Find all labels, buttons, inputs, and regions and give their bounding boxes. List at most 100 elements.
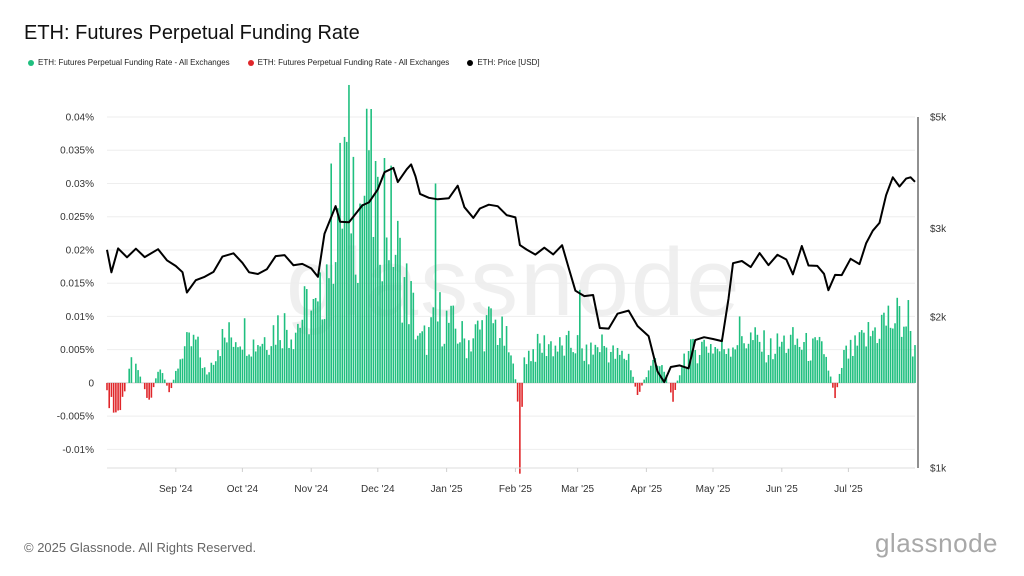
funding-bar-positive: [769, 338, 772, 383]
funding-bar-positive: [135, 363, 137, 383]
funding-bar-positive: [725, 353, 728, 383]
funding-bar-positive: [554, 345, 557, 383]
funding-bar-positive: [474, 324, 477, 383]
funding-bar-positive: [436, 321, 439, 383]
funding-bar-positive: [714, 347, 717, 383]
funding-bar-positive: [181, 358, 184, 383]
funding-bar-positive: [299, 327, 301, 383]
funding-bar-positive: [749, 332, 752, 383]
funding-bar-negative: [674, 382, 677, 390]
glassnode-logo: glassnode: [874, 528, 998, 558]
funding-bar-positive: [305, 289, 308, 383]
funding-bar-positive: [556, 351, 559, 383]
funding-bar-positive: [512, 363, 515, 383]
legend-item-price[interactable]: ETH: Price [USD]: [467, 58, 540, 67]
funding-bar-positive: [747, 343, 750, 383]
funding-bar-positive: [217, 350, 219, 383]
funding-bar-negative: [672, 382, 674, 402]
funding-bar-positive: [210, 362, 213, 383]
funding-bar-positive: [534, 361, 537, 383]
y-right-tick-label: $2k: [930, 312, 947, 323]
funding-bar-positive: [900, 336, 903, 383]
funding-bar-negative: [519, 382, 521, 474]
funding-bar-positive: [827, 370, 830, 383]
funding-bar-positive: [838, 373, 841, 383]
funding-bar-positive: [530, 361, 532, 383]
x-tick-label: Sep '24: [159, 484, 193, 495]
funding-bar-positive: [352, 156, 355, 383]
funding-bar-positive: [789, 334, 792, 383]
funding-bar-positive: [172, 379, 175, 383]
funding-bar-positive: [441, 346, 443, 383]
legend-label: ETH: Futures Perpetual Funding Rate - Al…: [257, 58, 450, 67]
legend-item-funding-negative[interactable]: ETH: Futures Perpetual Funding Rate - Al…: [247, 58, 450, 67]
funding-bar-positive: [175, 370, 177, 383]
funding-bar-positive: [230, 337, 233, 383]
funding-bar-positive: [796, 338, 799, 383]
funding-bar-positive: [783, 335, 785, 383]
y-left-tick-label: 0.02%: [66, 245, 94, 256]
funding-bar-positive: [279, 340, 281, 383]
funding-bar-positive: [137, 370, 139, 383]
chart-axes: 0.04% 0.035% 0.03% 0.025% 0.02% 0.015% 0.01% 0.…: [57, 113, 947, 496]
legend-item-funding-positive[interactable]: ETH: Futures Perpetual Funding Rate - Al…: [28, 58, 230, 67]
funding-bar-positive: [359, 203, 361, 383]
funding-bar-positive: [388, 260, 390, 383]
funding-bar-positive: [268, 354, 270, 383]
funding-bar-positive: [852, 355, 854, 383]
funding-bar-negative: [166, 382, 168, 386]
funding-bar-positive: [257, 345, 259, 383]
y-left-tick-label: 0.04%: [66, 113, 94, 124]
funding-bar-negative: [634, 382, 637, 387]
funding-bar-positive: [203, 367, 206, 383]
funding-bar-positive: [501, 316, 503, 383]
funding-bar-positive: [270, 346, 273, 383]
funding-bar-positive: [694, 350, 697, 383]
funding-bar-positive: [889, 327, 892, 383]
funding-bar-positive: [543, 335, 546, 383]
funding-bar-positive: [274, 344, 277, 383]
funding-bar-positive: [330, 163, 332, 383]
funding-bar-positive: [574, 353, 577, 383]
x-tick-label: Feb '25: [499, 484, 532, 495]
funding-bar-positive: [663, 371, 665, 383]
funding-bar-positive: [439, 292, 441, 383]
funding-bar-positive: [732, 347, 734, 383]
funding-bar-positive: [678, 375, 681, 383]
funding-bar-negative: [110, 382, 113, 397]
funding-bar-negative: [670, 382, 672, 393]
funding-bar-negative: [143, 382, 146, 390]
funding-bar-positive: [785, 352, 788, 383]
funding-bar-positive: [905, 326, 907, 383]
funding-bar-positive: [314, 297, 317, 383]
funding-bar-positive: [339, 142, 341, 383]
funding-bar-positive: [201, 368, 204, 383]
funding-bar-positive: [570, 347, 572, 383]
chart-grid: [107, 116, 915, 450]
funding-bar-positive: [878, 338, 881, 383]
funding-bar-positive: [876, 343, 879, 383]
funding-bar-positive: [430, 317, 432, 383]
funding-bar-positive: [163, 379, 166, 383]
funding-bar-positive: [625, 360, 628, 383]
funding-bar-positive: [525, 364, 528, 383]
funding-bar-positive: [550, 341, 552, 383]
funding-bar-positive: [390, 165, 392, 383]
funding-bar-negative: [834, 382, 836, 399]
x-tick-label: Oct '24: [227, 484, 259, 495]
funding-bar-positive: [432, 307, 435, 383]
funding-bar-positive: [523, 357, 526, 383]
funding-bar-positive: [419, 333, 421, 383]
funding-bar-positive: [652, 359, 654, 383]
funding-bar-positive: [379, 264, 381, 383]
funding-bar-positive: [825, 356, 827, 383]
funding-bar-positive: [645, 377, 648, 383]
funding-bar-positive: [325, 264, 328, 383]
funding-bar-positive: [514, 379, 517, 383]
funding-bar-positive: [527, 350, 530, 383]
funding-bar-positive: [288, 347, 290, 383]
funding-bar-positive: [488, 306, 490, 383]
funding-bar-positive: [434, 183, 437, 383]
funding-bar-positive: [883, 312, 885, 383]
funding-bar-positive: [214, 361, 217, 383]
